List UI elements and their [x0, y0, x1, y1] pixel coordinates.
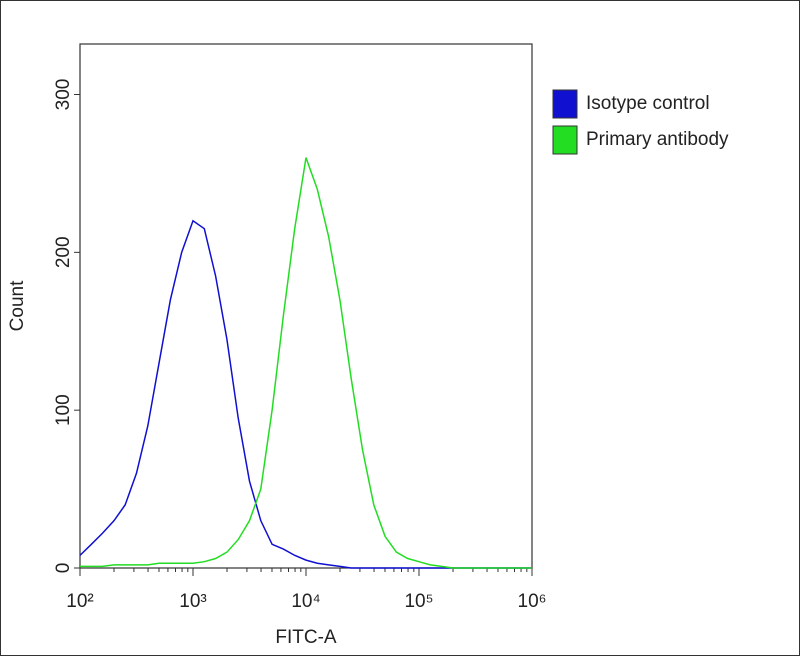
- y-tick-label: 100: [53, 394, 74, 426]
- x-tick-label: 10²: [66, 591, 93, 612]
- x-tick-label: 10⁶: [518, 591, 547, 612]
- x-tick-label: 10³: [179, 591, 206, 612]
- x-axis-label: FITC-A: [275, 627, 337, 648]
- x-tick-label: 10⁵: [404, 591, 433, 612]
- y-tick-label: 300: [53, 79, 74, 111]
- legend-label: Isotype control: [586, 93, 710, 114]
- plot-area: [79, 43, 533, 569]
- legend-swatch: [552, 89, 578, 119]
- series-line: [80, 157, 532, 569]
- legend-swatch: [552, 125, 578, 155]
- y-tick-label: 0: [53, 563, 74, 574]
- legend-label: Primary antibody: [586, 129, 729, 150]
- y-axis-label: Count: [7, 280, 28, 331]
- y-tick-label: 200: [53, 236, 74, 268]
- x-tick-label: 10⁴: [291, 591, 320, 612]
- series-line: [79, 219, 532, 569]
